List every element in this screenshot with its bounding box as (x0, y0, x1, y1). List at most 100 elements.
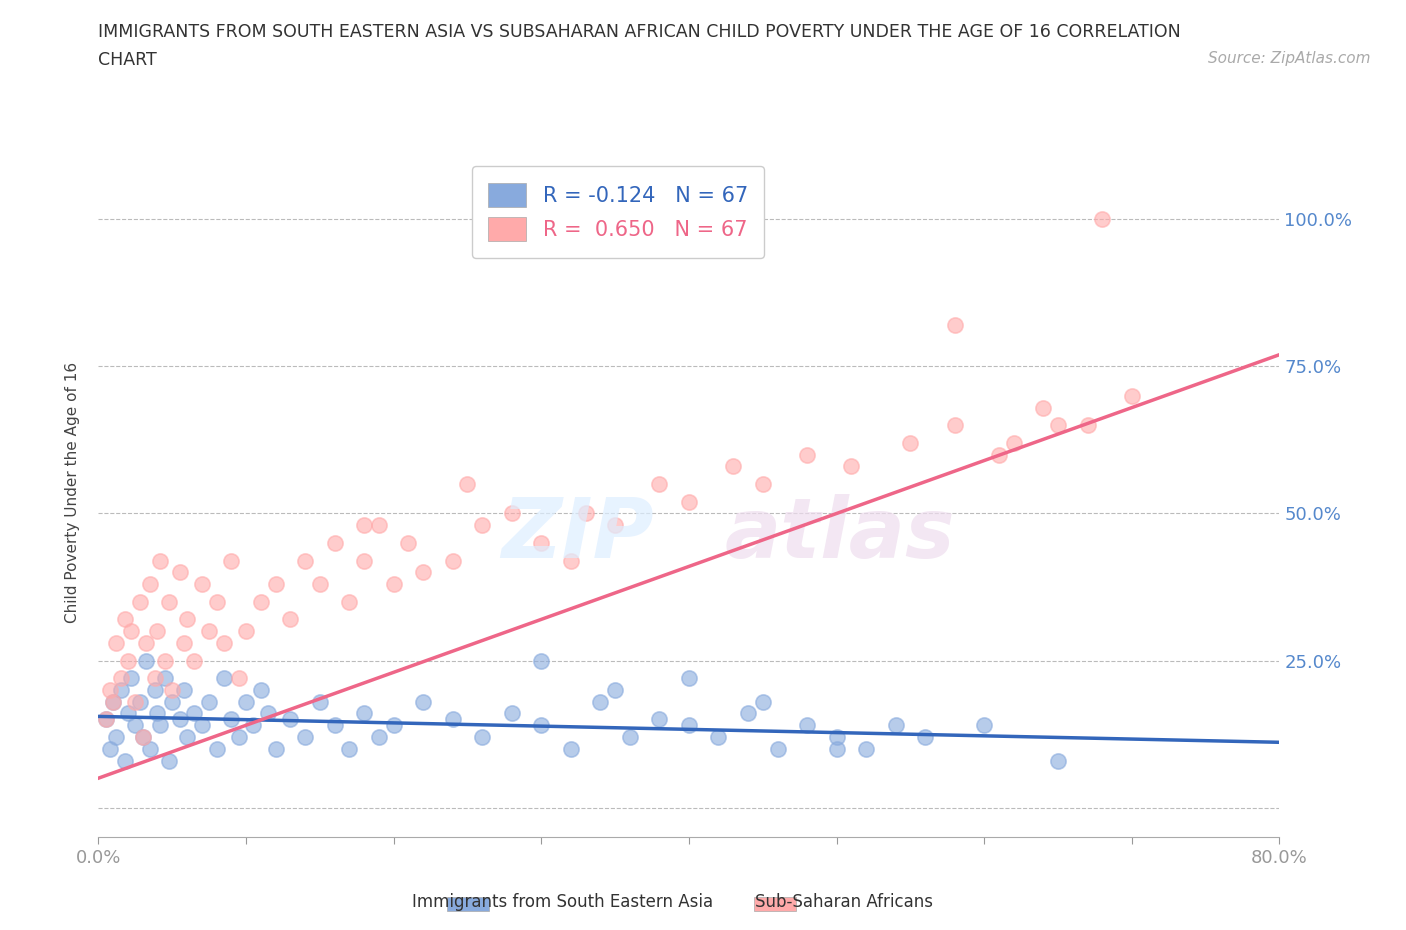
Point (103, 695, 125, 710)
Point (250, 683, 273, 698)
Point (471, 518, 494, 533)
Point (146, 706, 169, 721)
Point (205, 741, 228, 756)
Point (139, 741, 162, 756)
Point (94, 712, 117, 727)
Point (117, 706, 139, 721)
Point (382, 718, 405, 733)
Y-axis label: Child Poverty Under the Age of 16: Child Poverty Under the Age of 16 (65, 363, 80, 623)
Point (153, 653, 176, 668)
Point (124, 718, 146, 733)
Point (191, 577, 214, 591)
Text: atlas: atlas (724, 494, 955, 575)
Point (1046, 753, 1069, 768)
Point (162, 683, 183, 698)
Point (94, 712, 117, 727)
Point (751, 477, 773, 492)
Point (648, 477, 671, 492)
Point (146, 624, 169, 639)
Point (1046, 418, 1069, 432)
Point (501, 506, 523, 521)
Point (855, 741, 877, 756)
Point (560, 553, 582, 568)
Point (132, 729, 155, 744)
Point (619, 729, 641, 744)
Point (228, 729, 250, 744)
Point (501, 706, 523, 721)
Point (589, 695, 612, 710)
Point (153, 671, 176, 685)
Point (396, 536, 419, 551)
Point (278, 612, 302, 627)
Text: ZIP: ZIP (501, 494, 654, 575)
Point (278, 712, 302, 727)
Point (678, 494, 700, 509)
Point (124, 695, 146, 710)
Point (120, 624, 142, 639)
Point (309, 577, 332, 591)
Point (114, 753, 136, 768)
Point (103, 695, 125, 710)
Point (353, 706, 375, 721)
Point (242, 718, 264, 733)
Point (264, 577, 287, 591)
Point (235, 624, 257, 639)
Point (149, 553, 172, 568)
Bar (754, 897, 796, 911)
Text: Sub-Saharan Africans: Sub-Saharan Africans (755, 893, 932, 910)
Point (198, 695, 221, 710)
Point (707, 729, 730, 744)
Point (973, 718, 995, 733)
Point (157, 753, 180, 768)
Point (198, 624, 221, 639)
Point (412, 695, 434, 710)
Point (1032, 400, 1054, 415)
Point (530, 536, 553, 551)
Bar (447, 897, 489, 911)
Point (139, 577, 162, 591)
Point (368, 518, 391, 533)
Point (128, 695, 150, 710)
Point (294, 553, 316, 568)
Point (456, 477, 478, 492)
Text: IMMIGRANTS FROM SOUTH EASTERN ASIA VS SUBSAHARAN AFRICAN CHILD POVERTY UNDER THE: IMMIGRANTS FROM SOUTH EASTERN ASIA VS SU… (98, 23, 1181, 41)
Point (1091, 212, 1114, 227)
Point (884, 718, 907, 733)
Point (105, 635, 128, 650)
Point (471, 729, 494, 744)
Point (235, 695, 257, 710)
Point (173, 635, 195, 650)
Point (135, 635, 157, 650)
Point (382, 577, 405, 591)
Point (751, 695, 773, 710)
Point (98, 683, 121, 698)
Point (212, 671, 235, 685)
Point (157, 594, 180, 609)
Point (825, 741, 848, 756)
Point (309, 695, 332, 710)
Point (205, 594, 228, 609)
Point (264, 741, 287, 756)
Point (219, 712, 242, 727)
Point (143, 671, 166, 685)
Point (176, 612, 198, 627)
Point (339, 594, 360, 609)
Point (173, 683, 195, 698)
Point (796, 718, 818, 733)
Point (605, 518, 627, 533)
Point (323, 536, 346, 551)
Point (183, 706, 205, 721)
Point (560, 741, 582, 756)
Point (943, 318, 966, 333)
Point (441, 553, 464, 568)
Point (323, 718, 346, 733)
Point (250, 594, 273, 609)
Point (914, 729, 936, 744)
Point (368, 729, 391, 744)
Point (1002, 435, 1025, 450)
Point (191, 718, 214, 733)
Point (605, 683, 627, 698)
Point (678, 671, 700, 685)
Point (212, 635, 235, 650)
Point (987, 447, 1010, 462)
